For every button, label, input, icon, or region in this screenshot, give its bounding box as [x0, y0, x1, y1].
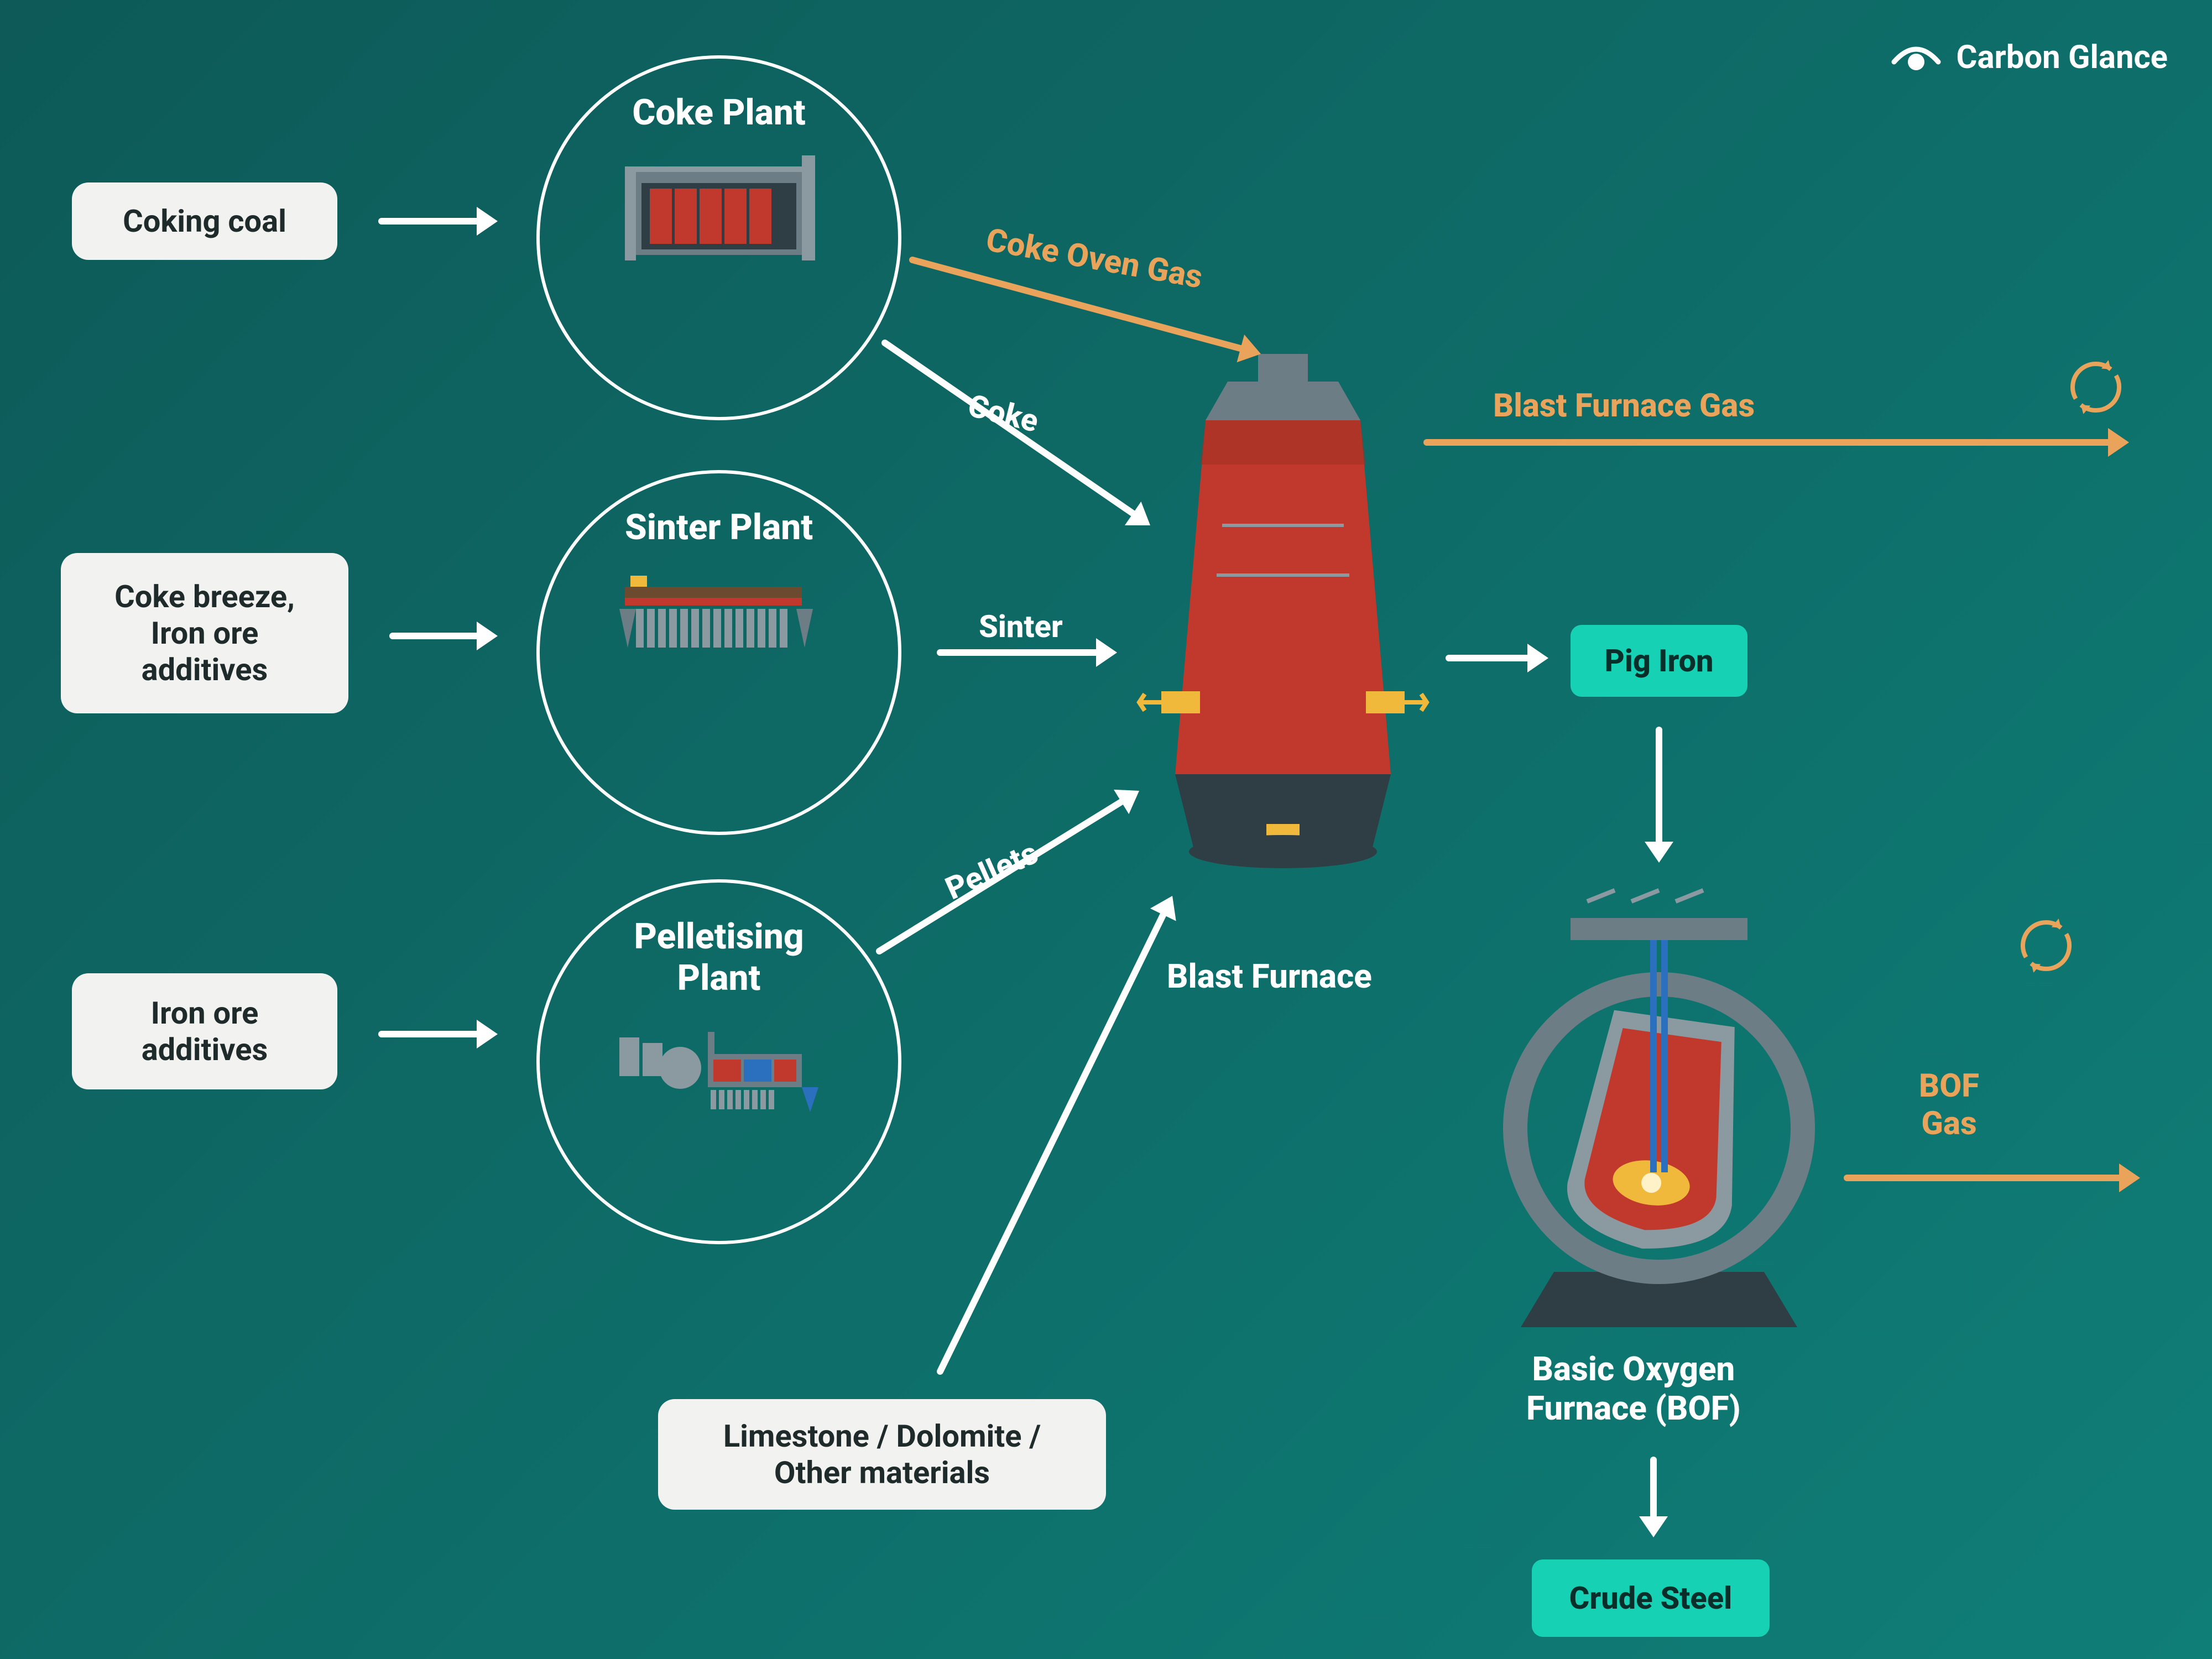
label-bof-gas: BOF Gas — [1919, 1067, 1979, 1142]
label-sinter: Sinter — [979, 608, 1063, 645]
recycle-icon — [2023, 919, 2069, 973]
label-bof: Basic Oxygen Furnace (BOF) — [1526, 1349, 1741, 1428]
label-blast-furnace: Blast Furnace — [1167, 957, 1372, 996]
recycle-icon — [2073, 360, 2119, 414]
label-blast-furnace-gas: Blast Furnace Gas — [1493, 387, 1755, 425]
